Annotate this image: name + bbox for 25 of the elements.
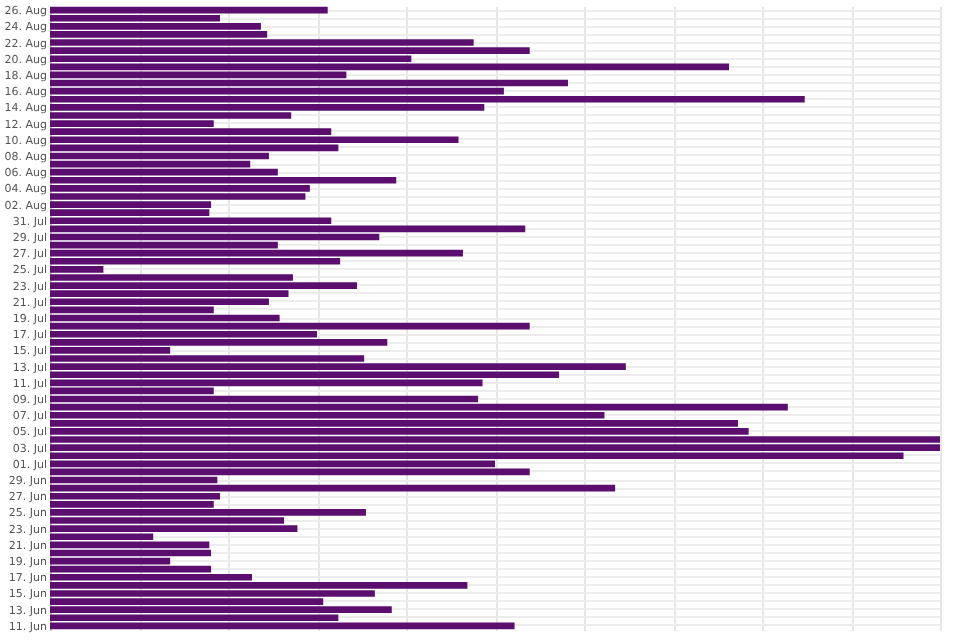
bar [50,363,626,370]
bar [50,509,366,516]
bar [50,63,730,71]
bar [50,338,388,346]
bar [50,322,530,330]
bar [50,95,805,103]
bar [50,193,306,200]
bar [50,225,526,233]
bar [50,484,616,492]
bar [50,541,210,549]
bar [50,622,515,630]
bar [50,282,358,289]
bar [50,549,212,557]
bar [50,468,530,476]
bar [50,582,468,589]
bar [50,136,459,144]
bar [50,403,788,411]
bar [50,606,392,613]
bar [50,525,298,532]
bar [50,6,328,14]
bar [50,47,530,54]
bar [50,249,463,257]
bar [50,176,397,184]
bar [50,23,261,30]
bar [50,79,568,87]
